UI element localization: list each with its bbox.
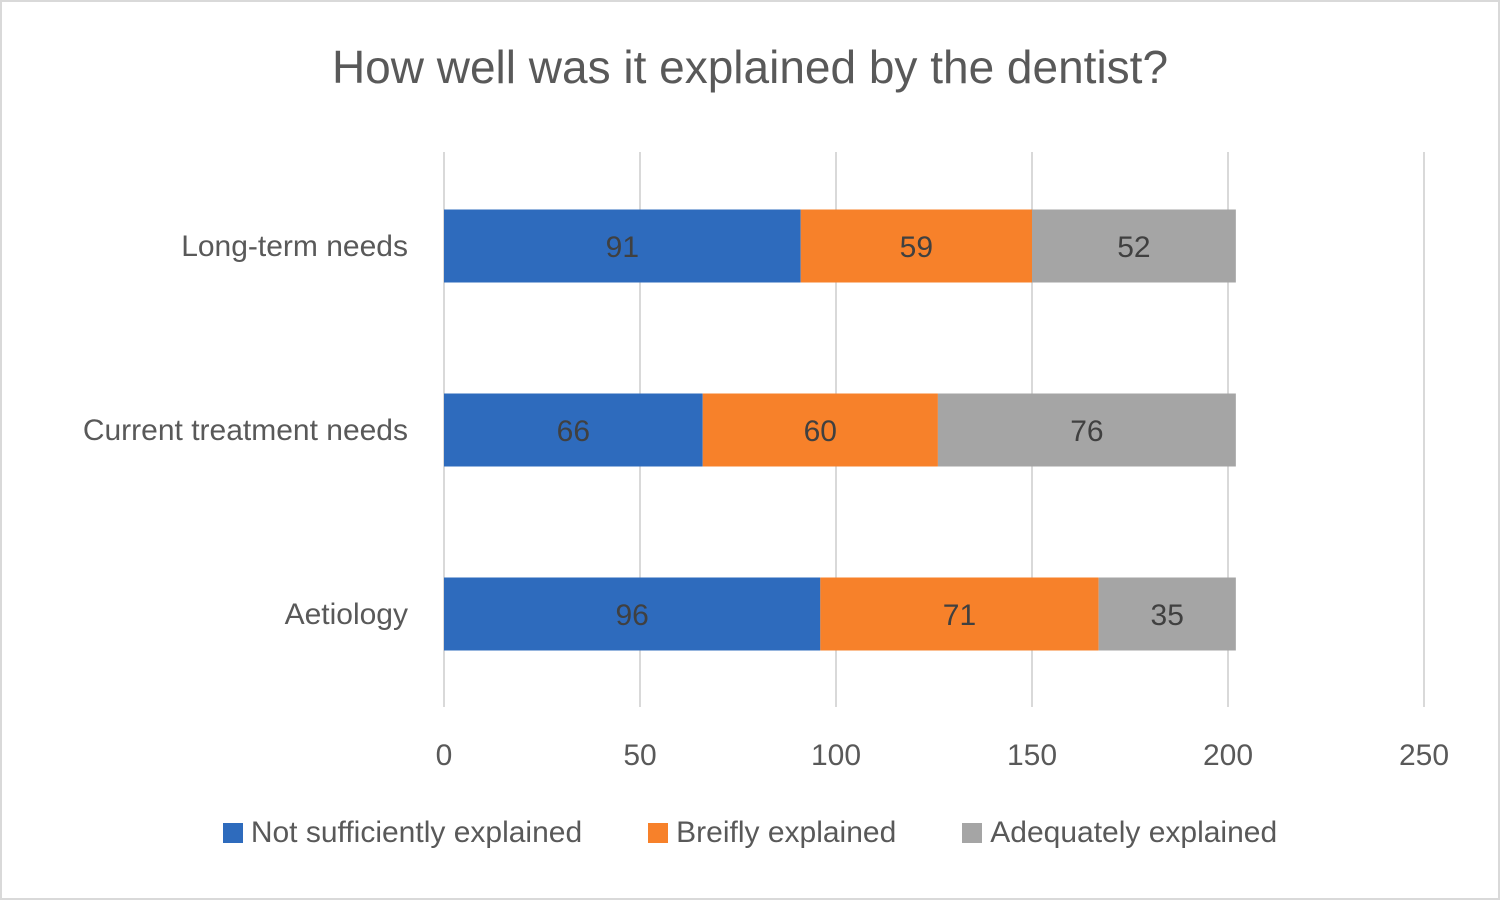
category-label: Long-term needs bbox=[181, 230, 408, 263]
x-tick-label: 200 bbox=[1203, 739, 1253, 772]
data-label: 35 bbox=[1151, 599, 1184, 632]
data-label: 76 bbox=[1070, 415, 1103, 448]
legend-swatch bbox=[222, 823, 243, 843]
legend-label: Not sufficiently explained bbox=[250, 816, 583, 849]
data-label: 96 bbox=[615, 599, 648, 632]
chart-title: How well was it explained by the dentist… bbox=[331, 41, 1169, 93]
data-label: 60 bbox=[804, 415, 837, 448]
x-tick-label: 100 bbox=[811, 739, 861, 772]
legend-item: Not sufficiently explained bbox=[222, 816, 583, 850]
bar-segment bbox=[800, 209, 1032, 283]
x-tick-label: 150 bbox=[1007, 739, 1057, 772]
bar-segment bbox=[820, 577, 1099, 651]
bar-segment bbox=[444, 209, 801, 283]
legend-swatch bbox=[962, 823, 983, 843]
legend-label: Breifly explained bbox=[676, 816, 897, 849]
legend-item: Breifly explained bbox=[648, 816, 896, 850]
bar-segment bbox=[444, 393, 703, 467]
legend-item: Adequately explained bbox=[962, 816, 1277, 850]
data-label: 91 bbox=[606, 231, 639, 264]
data-label: 71 bbox=[943, 599, 976, 632]
legend-swatch bbox=[648, 823, 669, 843]
x-tick-label: 0 bbox=[436, 739, 453, 772]
x-tick-label: 250 bbox=[1399, 739, 1449, 772]
bar-segment bbox=[1098, 577, 1236, 651]
category-label: Aetiology bbox=[285, 598, 408, 631]
category-label: Current treatment needs bbox=[83, 414, 408, 447]
data-label: 59 bbox=[900, 231, 933, 264]
data-label: 52 bbox=[1117, 231, 1150, 264]
data-label: 66 bbox=[557, 415, 590, 448]
bar-segment bbox=[444, 577, 821, 651]
bar-segment bbox=[1032, 209, 1236, 283]
bar-segment bbox=[702, 393, 938, 467]
bar-segment bbox=[937, 393, 1236, 467]
x-tick-label: 50 bbox=[623, 739, 656, 772]
legend-label: Adequately explained bbox=[990, 816, 1278, 849]
legend: Not sufficiently explained Breifly explai… bbox=[0, 816, 1500, 850]
